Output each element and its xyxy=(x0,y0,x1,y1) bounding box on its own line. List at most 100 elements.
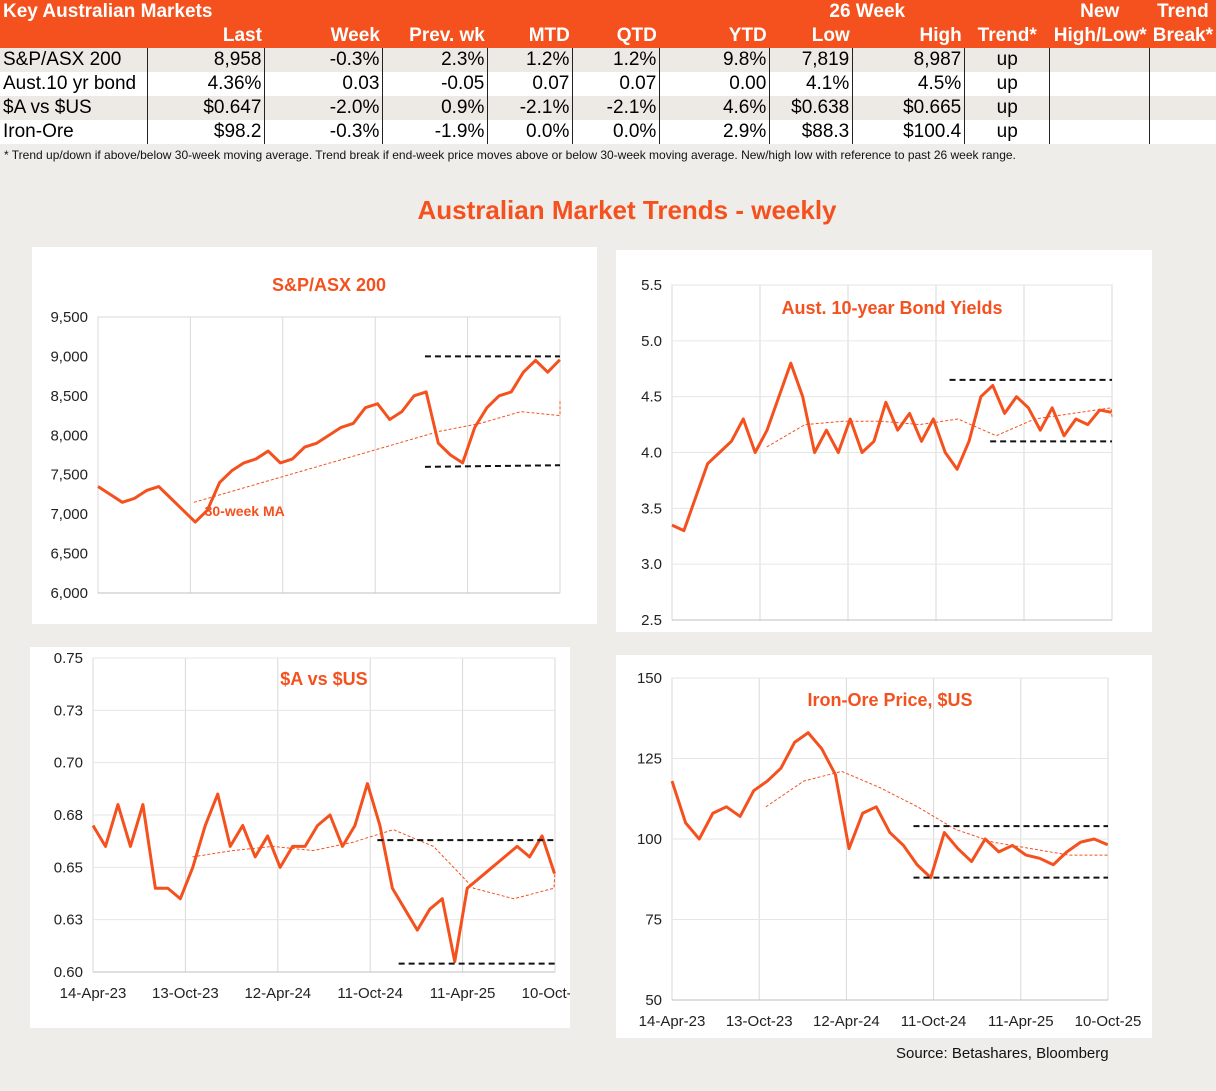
y-tick-label: 0.60 xyxy=(54,964,83,981)
y-tick-label: 125 xyxy=(637,751,662,768)
y-tick-label: 75 xyxy=(645,912,662,929)
chart-title: Iron-Ore Price, $US xyxy=(807,690,972,710)
table-cell: 9.8% xyxy=(659,48,770,72)
table-cell: 0.03 xyxy=(264,72,383,96)
chart-svg: 6,000 6,500 7,000 7,500 8,000 8,500 9,000 9,500… xyxy=(50,275,561,602)
x-tick-label: 11-Oct-24 xyxy=(901,1013,967,1030)
table-cell xyxy=(1049,72,1150,96)
y-tick-label: 50 xyxy=(645,992,662,1009)
table-row: Aust.10 yr bond 4.36% 0.03 -0.05 0.07 0.07 0.0… xyxy=(0,72,1216,96)
y-tick-label: 5.5 xyxy=(641,277,662,294)
table-cell: -0.05 xyxy=(382,72,488,96)
table-cell: 2.9% xyxy=(659,120,770,144)
table-row: $A vs $US $0.647 -2.0% 0.9% -2.1% -2.1% 4.6% $0… xyxy=(0,96,1216,120)
table-cell xyxy=(1149,96,1216,120)
y-tick-label: 6,000 xyxy=(50,585,88,602)
row-name: S&P/ASX 200 xyxy=(0,48,148,72)
source-note: Source: Betashares, Bloomberg xyxy=(896,1045,1109,1062)
column-header: MTD xyxy=(487,24,573,48)
x-tick-label: 14-Apr-23 xyxy=(60,985,127,1002)
chart-panel-bond-yields: 2.5 3.0 3.5 4.0 4.5 5.0 5.5 Aust. 10-year Bond … xyxy=(616,250,1152,632)
table-cell: $0.647 xyxy=(147,96,265,120)
table-cell: $88.3 xyxy=(769,120,853,144)
column-header: Prev. wk xyxy=(382,24,488,48)
column-header: Low xyxy=(769,24,853,48)
range-line-26-week xyxy=(424,464,561,468)
table-cell: 4.1% xyxy=(769,72,853,96)
ma-annotation: 30-week MA xyxy=(205,503,285,519)
table-cell: up xyxy=(964,48,1050,72)
y-tick-label: 0.73 xyxy=(54,702,83,719)
table-cell: 7,819 xyxy=(769,48,853,72)
table-title: Key Australian Markets xyxy=(0,0,770,24)
x-tick-label: 12-Apr-24 xyxy=(244,985,311,1002)
price-line xyxy=(91,782,556,964)
table-cell: 4.36% xyxy=(147,72,265,96)
y-tick-label: 150 xyxy=(637,670,662,687)
moving-average-line xyxy=(765,770,1108,856)
y-tick-label: 7,500 xyxy=(50,467,88,484)
table-cell: 0.07 xyxy=(572,72,660,96)
chart-panel-asx200: 6,000 6,500 7,000 7,500 8,000 8,500 9,000 9,500… xyxy=(32,247,597,624)
table-cell: 0.9% xyxy=(382,96,488,120)
key-markets-table: Key Australian Markets 26 Week New Trend… xyxy=(0,0,1216,144)
table-cell: -2.1% xyxy=(572,96,660,120)
x-tick-label: 12-Apr-24 xyxy=(813,1013,880,1030)
chart-title: Aust. 10-year Bond Yields xyxy=(781,298,1002,318)
y-tick-label: 0.75 xyxy=(54,650,83,667)
column-header: YTD xyxy=(659,24,770,48)
y-tick-label: 6,500 xyxy=(50,546,88,563)
moving-average-line xyxy=(766,407,1113,448)
table-cell xyxy=(1149,72,1216,96)
table-footnote: * Trend up/down if above/below 30-week m… xyxy=(4,148,1016,162)
y-tick-label: 0.68 xyxy=(54,807,83,824)
column-header: High/Low* xyxy=(1049,24,1150,48)
table-cell xyxy=(1049,120,1150,144)
table-cell: -0.3% xyxy=(264,120,383,144)
x-tick-label: 11-Apr-25 xyxy=(430,985,496,1002)
header-trend: Trend xyxy=(1149,0,1216,24)
table-cell: 1.2% xyxy=(572,48,660,72)
table-cell: 0.07 xyxy=(487,72,573,96)
column-header: Break* xyxy=(1149,24,1216,48)
table-cell xyxy=(1149,120,1216,144)
table-cell: up xyxy=(964,96,1050,120)
table-cell: 2.3% xyxy=(382,48,488,72)
chart-title: $A vs $US xyxy=(280,669,367,689)
table-cell: 8,987 xyxy=(852,48,965,72)
header-new: New xyxy=(1049,0,1150,24)
row-name: $A vs $US xyxy=(0,96,148,120)
plot-area xyxy=(97,316,561,594)
y-tick-label: 9,500 xyxy=(50,309,88,326)
x-tick-label: 14-Apr-23 xyxy=(639,1013,706,1030)
table-cell: -1.9% xyxy=(382,120,488,144)
table-cell: -0.3% xyxy=(264,48,383,72)
table-cell: 4.5% xyxy=(852,72,965,96)
y-tick-label: 100 xyxy=(637,831,662,848)
moving-average-line xyxy=(193,399,561,503)
table-cell: $0.638 xyxy=(769,96,853,120)
moving-average-line xyxy=(192,829,556,900)
price-line xyxy=(670,731,1109,880)
table-cell: 1.2% xyxy=(487,48,573,72)
table-cell: up xyxy=(964,120,1050,144)
y-tick-label: 8,000 xyxy=(50,427,88,444)
column-header: Trend* xyxy=(964,24,1050,48)
table-cell: $100.4 xyxy=(852,120,965,144)
x-tick-label: 10-Oct-25 xyxy=(1075,1013,1142,1030)
chart-svg: 2.5 3.0 3.5 4.0 4.5 5.0 5.5 Aust. 10-year Bond … xyxy=(641,277,1113,629)
price-line xyxy=(97,358,561,524)
column-header: Last xyxy=(147,24,265,48)
table-cell: up xyxy=(964,72,1050,96)
page-title: Australian Market Trends - weekly xyxy=(417,195,837,225)
table-row: Iron-Ore $98.2 -0.3% -1.9% 0.0% 0.0% 2.9% $88.3… xyxy=(0,120,1216,144)
chart-title: S&P/ASX 200 xyxy=(272,275,386,295)
chart-panel-aud-usd: 0.60 0.63 0.65 0.68 0.70 0.73 0.75 14-Apr-23 13-… xyxy=(30,647,570,1028)
table-cell: 0.0% xyxy=(572,120,660,144)
table-cell: $98.2 xyxy=(147,120,265,144)
row-name: Iron-Ore xyxy=(0,120,148,144)
table-cell: 0.00 xyxy=(659,72,770,96)
y-tick-label: 3.0 xyxy=(641,556,662,573)
y-tick-label: 0.65 xyxy=(54,859,83,876)
